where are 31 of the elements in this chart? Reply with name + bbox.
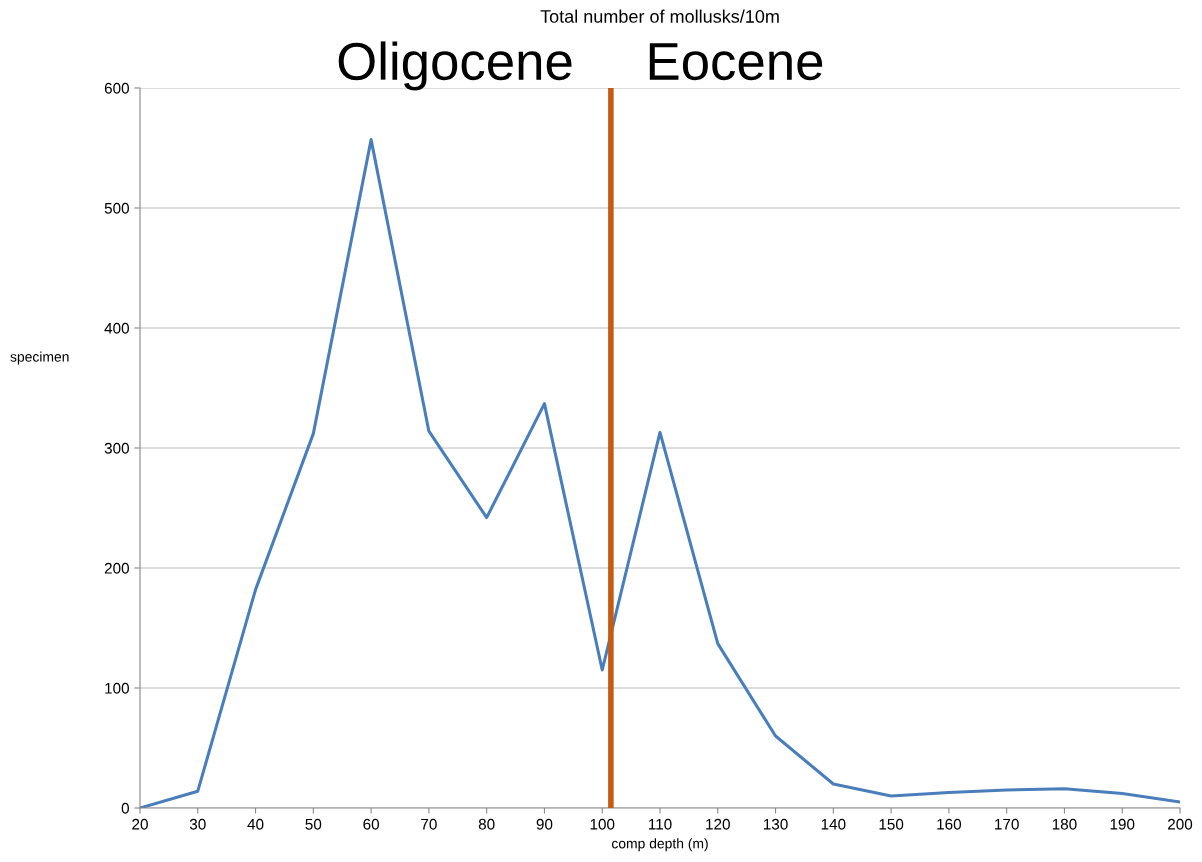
x-tick-label: 90 [536,818,553,830]
x-tick-label: 30 [189,818,206,830]
x-tick-label: 160 [937,818,962,830]
y-tick-label: 600 [104,82,129,94]
y-tick-label: 500 [104,202,129,214]
y-tick-label: 400 [104,322,129,334]
x-tick-label: 20 [132,818,148,830]
text: Eocene [649,43,823,81]
x-tick-label: 70 [421,818,437,830]
x-tick-label: 80 [478,818,495,830]
x-tick-label: 180 [1052,818,1077,830]
x-axis-title: comp depth (m) [611,838,708,852]
x-tick-label: 120 [706,818,730,830]
y-axis-title: specimen [10,351,69,365]
y-tick-label: 200 [104,562,129,574]
x-tick-label: 140 [821,818,846,830]
annotation: Oligocene [338,41,572,91]
y-tick-label: 100 [105,682,129,694]
x-tick-label: 40 [247,818,264,830]
chart-title: Total number of mollusks/10m [540,9,779,23]
x-tick-label: 50 [305,818,322,830]
x-tick-label: 110 [648,818,672,830]
x-tick-label: 60 [363,818,380,830]
x-tick-label: 100 [590,818,615,830]
y-tick-label: 300 [104,442,129,454]
x-tick-label: 130 [763,818,788,830]
x-tick-label: 200 [1168,818,1193,830]
y-tick-label: 0 [121,802,129,814]
x-tick-label: 150 [879,818,904,830]
x-tick-label: 170 [995,818,1019,830]
x-tick-label: 190 [1110,818,1135,830]
